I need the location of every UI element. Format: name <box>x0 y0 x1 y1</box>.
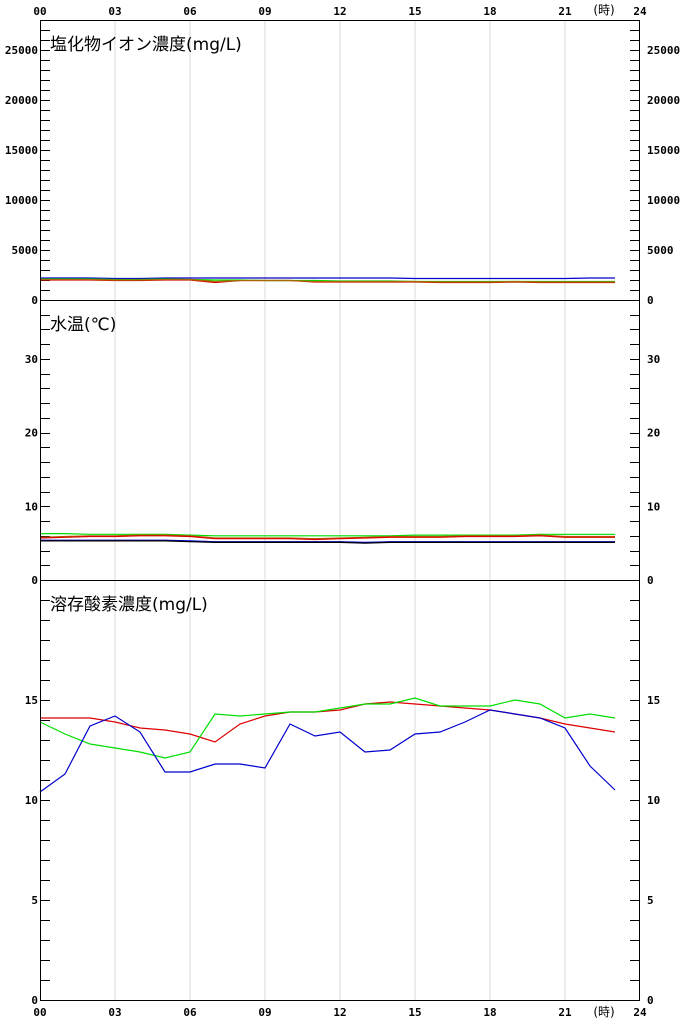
x-tick-label-top: 12 <box>333 5 346 18</box>
series-line-5 <box>40 540 615 544</box>
y-tick-label-right: 0 <box>647 294 654 307</box>
x-tick-label-bottom: 18 <box>483 1006 496 1019</box>
y-tick-label-right: 20 <box>647 427 660 440</box>
y-tick-label-right: 15000 <box>647 144 680 157</box>
y-tick-label-left: 0 <box>31 574 38 587</box>
hour-unit-top: (時) <box>593 3 614 17</box>
y-tick-label-right: 5 <box>647 894 654 907</box>
x-tick-label-bottom: 12 <box>333 1006 346 1019</box>
x-tick-label-bottom: 15 <box>408 1006 421 1019</box>
y-tick-label-left: 0 <box>31 294 38 307</box>
y-tick-label-left: 15 <box>25 694 38 707</box>
y-tick-label-right: 10000 <box>647 194 680 207</box>
y-tick-label-left: 20000 <box>5 94 38 107</box>
y-tick-label-right: 10 <box>647 794 660 807</box>
x-tick-label-top: 15 <box>408 5 421 18</box>
y-tick-label-right: 20000 <box>647 94 680 107</box>
x-tick-label-top: 03 <box>108 5 121 18</box>
x-tick-label-bottom: 06 <box>183 1006 197 1019</box>
series-line-3 <box>39 535 615 541</box>
y-tick-label-right: 15 <box>647 694 660 707</box>
x-tick-label-bottom: 03 <box>108 1006 121 1019</box>
x-tick-label-bottom: 00 <box>33 1006 46 1019</box>
y-tick-label-left: 10000 <box>5 194 38 207</box>
panel-title: 水温(℃) <box>50 315 116 335</box>
y-tick-label-left: 25000 <box>5 44 38 57</box>
hour-unit-bottom: (時) <box>593 1005 614 1019</box>
x-tick-label-top: 24 <box>633 5 647 18</box>
x-tick-label-top: 06 <box>183 5 197 18</box>
series-line-1 <box>40 277 615 280</box>
y-tick-label-right: 0 <box>647 994 654 1007</box>
y-tick-label-right: 0 <box>647 574 654 587</box>
y-tick-label-left: 20 <box>25 427 38 440</box>
y-tick-label-left: 10 <box>25 500 38 513</box>
panel-2: 0 0 10 10 20 20 30 30 水温(℃) <box>25 300 660 587</box>
x-tick-label-bottom: 21 <box>558 1006 572 1019</box>
series-line-4 <box>40 278 615 283</box>
x-tick-label-top: 18 <box>483 5 496 18</box>
x-tick-label-bottom: 09 <box>258 1006 271 1019</box>
y-tick-label-left: 0 <box>31 994 38 1007</box>
y-tick-label-left: 15000 <box>5 144 38 157</box>
x-tick-label-top: 09 <box>258 5 271 18</box>
panel-1: 0 0 5000 5000 10000 10000 15000 15000 20000 20000… <box>5 20 680 307</box>
series-line-4 <box>40 539 615 544</box>
series-line-2 <box>39 534 615 540</box>
series-line-3 <box>39 709 616 793</box>
y-tick-label-right: 25000 <box>647 44 680 57</box>
y-tick-label-left: 30 <box>25 353 38 366</box>
y-tick-label-right: 5000 <box>647 244 674 257</box>
panel-frame <box>40 580 640 1001</box>
y-tick-label-left: 10 <box>25 794 38 807</box>
x-tick-label-top: 21 <box>558 5 572 18</box>
panel-title: 溶存酸素濃度(mg/L) <box>50 595 208 615</box>
panel-3: 0 0 5 5 10 10 15 15 溶存酸素濃度(mg/L) <box>25 580 660 1007</box>
x-tick-label-top: 00 <box>33 5 46 18</box>
y-tick-label-left: 5 <box>31 894 38 907</box>
series-line-2 <box>39 697 616 759</box>
series-line-1 <box>40 532 615 537</box>
y-tick-label-right: 30 <box>647 353 660 366</box>
y-tick-label-right: 10 <box>647 500 660 513</box>
panel-title: 塩化物イオン濃度(mg/L) <box>50 35 242 55</box>
x-tick-label-bottom: 24 <box>633 1006 647 1019</box>
y-tick-label-left: 5000 <box>12 244 39 257</box>
